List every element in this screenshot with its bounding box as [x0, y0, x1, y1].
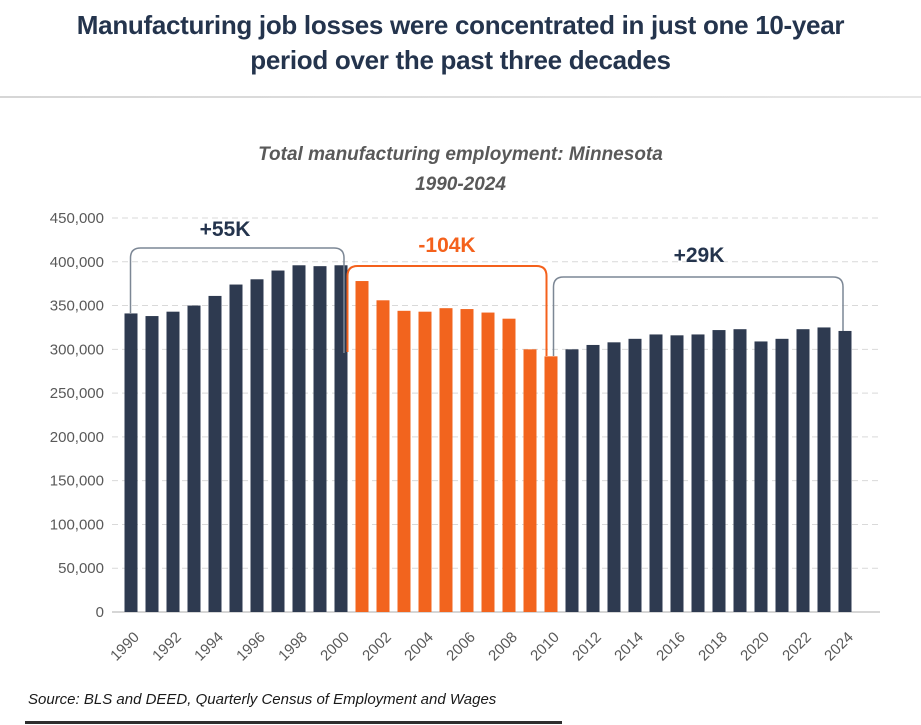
bar-2017: [691, 334, 705, 612]
y-tick-label: 250,000: [50, 385, 104, 402]
bar-2015: [649, 334, 663, 612]
x-tick-label: 1992: [149, 629, 185, 665]
bar-1995: [229, 284, 243, 612]
bar-2007: [481, 312, 495, 612]
bar-2021: [775, 338, 789, 612]
x-tick-label: 2020: [737, 629, 773, 665]
bar-2020: [754, 341, 768, 612]
y-tick-label: 300,000: [50, 341, 104, 358]
annotation-label: +55K: [200, 218, 251, 241]
bar-1991: [145, 316, 159, 612]
chart-subtitle: 1990-2024: [415, 174, 506, 195]
source-note: Source: BLS and DEED, Quarterly Census o…: [28, 691, 497, 708]
page-title: Manufacturing job losses were concentrat…: [76, 10, 845, 75]
x-tick-label: 2006: [443, 629, 479, 665]
bar-2012: [586, 344, 600, 612]
bar-2003: [397, 310, 411, 612]
bar-2002: [376, 300, 390, 612]
bar-1992: [166, 311, 180, 612]
bar-2019: [733, 329, 747, 612]
bar-1997: [271, 270, 285, 612]
bar-2006: [460, 309, 474, 612]
x-tick-label: 2022: [779, 629, 815, 665]
x-tick-label: 1998: [275, 629, 311, 665]
bottom-border: [25, 721, 562, 724]
bar-2009: [523, 349, 537, 612]
bar-2010: [544, 356, 558, 612]
bar-2011: [565, 349, 579, 612]
y-tick-label: 100,000: [50, 516, 104, 533]
chart-title-block: Total manufacturing employment: Minnesot…: [0, 140, 921, 200]
x-tick-label: 1990: [107, 629, 143, 665]
bar-2023: [817, 327, 831, 612]
x-tick-label: 2012: [569, 629, 605, 665]
x-tick-label: 2008: [485, 629, 521, 665]
bracket-1990-2000: [129, 247, 345, 353]
y-tick-label: 0: [96, 604, 104, 621]
bar-1990: [124, 313, 138, 612]
x-tick-label: 2018: [695, 629, 731, 665]
bar-1994: [208, 295, 222, 612]
y-tick-label: 400,000: [50, 254, 104, 271]
x-tick-label: 1994: [191, 629, 227, 665]
annotation-label: +29K: [674, 244, 725, 267]
chart-title: Total manufacturing employment: Minnesot…: [258, 144, 663, 165]
bar-2008: [502, 318, 516, 612]
bar-2001: [355, 281, 369, 612]
y-tick-label: 200,000: [50, 429, 104, 446]
bar-2018: [712, 330, 726, 612]
y-tick-label: 450,000: [50, 210, 104, 227]
x-tick-label: 2024: [821, 629, 857, 665]
title-divider: [0, 96, 921, 98]
annotation-label: -104K: [418, 234, 475, 257]
bar-2005: [439, 308, 453, 612]
bracket-2000-2010: [346, 265, 548, 356]
x-tick-label: 2010: [527, 629, 563, 665]
bar-1996: [250, 279, 264, 612]
bar-1998: [292, 265, 306, 612]
y-tick-label: 50,000: [58, 560, 104, 577]
bar-2014: [628, 338, 642, 612]
y-tick-label: 350,000: [50, 298, 104, 315]
bar-2000: [334, 265, 348, 612]
bar-2013: [607, 342, 621, 612]
x-tick-label: 2014: [611, 629, 647, 665]
x-tick-label: 2016: [653, 629, 689, 665]
bar-2024: [838, 330, 852, 612]
x-tick-label: 2002: [359, 629, 395, 665]
x-tick-label: 2004: [401, 629, 437, 665]
x-tick-label: 1996: [233, 629, 269, 665]
bar-2004: [418, 311, 432, 612]
bar-1993: [187, 305, 201, 612]
bar-2016: [670, 335, 684, 612]
bar-1999: [313, 266, 327, 612]
y-tick-label: 150,000: [50, 473, 104, 490]
bracket-2010-2024: [552, 276, 844, 356]
employment-bar-chart: 0 50,000 100,000 150,000 200,000 250,000 300,0…: [50, 210, 880, 665]
x-tick-label: 2000: [317, 629, 353, 665]
bar-2022: [796, 329, 810, 612]
